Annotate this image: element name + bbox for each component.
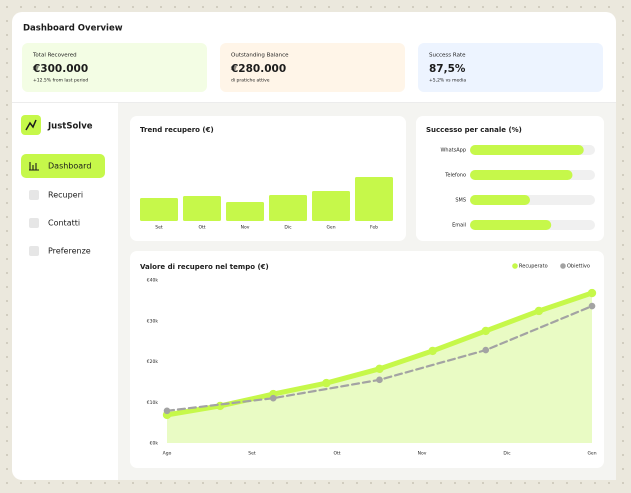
nav-icon [29, 218, 39, 228]
nav-icon [29, 162, 39, 171]
kpi-value: €300.000 [32, 63, 88, 75]
x-tick-label: Dic [503, 451, 511, 457]
kpi-value: €280.000 [230, 63, 286, 75]
x-tick-label: Ago [163, 451, 172, 457]
bar [470, 220, 552, 230]
kpi-card [418, 43, 603, 92]
bar [226, 202, 264, 221]
bar [470, 145, 584, 155]
x-tick-label: Dic [284, 225, 292, 231]
bar [470, 170, 573, 180]
point [534, 306, 544, 316]
chart-title: Valore di recupero nel tempo (€) [140, 263, 269, 271]
y-tick-label: €30k [147, 318, 159, 324]
nav-item[interactable]: Preferenze [48, 247, 91, 256]
logo-icon [25, 119, 37, 131]
point [322, 378, 331, 388]
kpi-label: Outstanding Balance [231, 53, 289, 59]
kpi-note: +12.5% from last period [33, 78, 88, 84]
area [167, 293, 592, 443]
category-label: Email [452, 223, 466, 229]
nav-item[interactable]: Recuperi [48, 191, 83, 200]
nav-icon [29, 190, 39, 200]
kpi-label: Total Recovered [32, 53, 77, 59]
kpi-note: di pratiche attive [231, 78, 270, 84]
point [269, 394, 277, 402]
point [481, 326, 490, 336]
legend-swatch [560, 263, 566, 269]
nav-item[interactable]: Dashboard [48, 162, 91, 171]
point [428, 346, 437, 356]
x-tick-label: Set [248, 451, 256, 457]
x-tick-label: Set [155, 225, 163, 231]
bar [312, 191, 350, 221]
legend-label: Recuperato [519, 264, 548, 270]
x-tick-label: Nov [418, 451, 427, 457]
category-label: SMS [455, 198, 466, 204]
page-title: Dashboard Overview [23, 24, 123, 34]
category-label: Telefono [444, 173, 466, 179]
nav-icon [29, 246, 39, 256]
point [587, 288, 597, 298]
x-tick-label: Nov [241, 225, 250, 231]
kpi-value: 87,5% [429, 63, 466, 75]
x-tick-label: Ott [198, 225, 205, 231]
bar [269, 195, 307, 221]
category-label: WhatsApp [440, 148, 466, 154]
point [163, 407, 171, 415]
x-tick-label: Feb [370, 225, 378, 231]
brand: JustSolve [47, 122, 93, 132]
bar [470, 195, 530, 205]
point [588, 302, 596, 310]
x-tick-label: Gen [587, 451, 596, 457]
chart-title: Trend recupero (€) [140, 126, 214, 134]
x-tick-label: Ott [333, 451, 340, 457]
y-tick-label: €20k [147, 359, 159, 365]
x-tick-label: Gen [326, 225, 335, 231]
point [482, 346, 490, 354]
y-tick-label: €40k [147, 278, 159, 284]
point [376, 376, 383, 384]
legend-label: Obiettivo [567, 264, 590, 270]
point [375, 364, 384, 374]
chart-title: Successo per canale (%) [426, 126, 522, 134]
y-tick-label: €0k [150, 441, 159, 447]
nav-item[interactable]: Contatti [48, 219, 80, 228]
y-tick-label: €10k [147, 400, 159, 406]
nav-active[interactable] [21, 154, 105, 178]
kpi-note: +5,2% vs media [429, 78, 466, 84]
bar [140, 198, 178, 221]
legend-swatch [512, 263, 518, 269]
kpi-card [220, 43, 405, 92]
bar [183, 196, 221, 221]
bar [355, 177, 393, 221]
kpi-label: Success Rate [429, 53, 466, 59]
kpi-card [22, 43, 207, 92]
